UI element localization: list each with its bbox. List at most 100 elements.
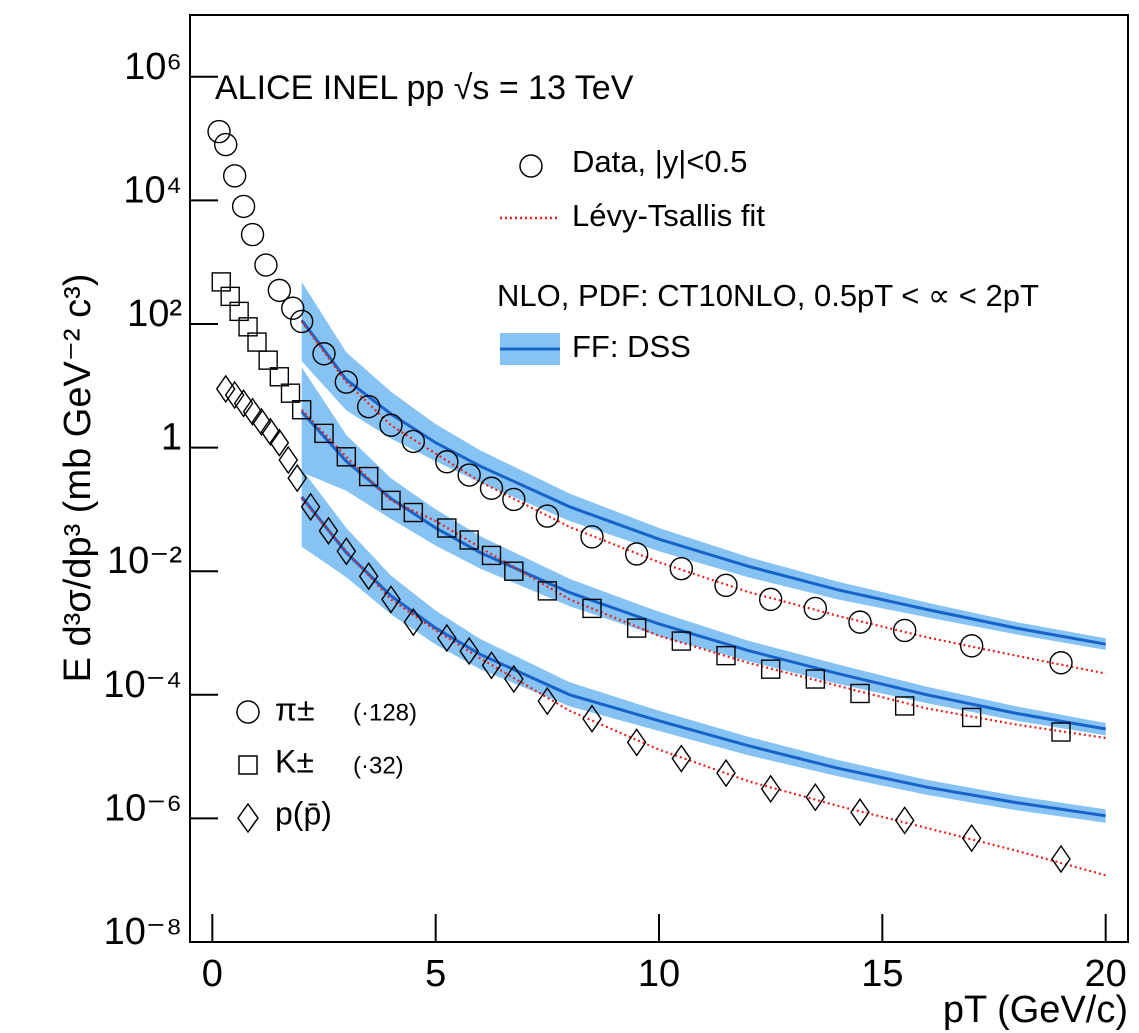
legend-text: Data, |y|<0.5 <box>572 144 748 179</box>
data-point <box>278 445 299 475</box>
data-point <box>437 518 457 538</box>
data-point <box>291 400 312 420</box>
data-point <box>214 132 238 157</box>
data-point <box>1051 844 1071 874</box>
data-point <box>281 296 305 320</box>
data-point <box>580 525 604 549</box>
nlo-band <box>301 367 1106 736</box>
data-point <box>224 380 245 410</box>
fit-line <box>300 408 1106 740</box>
data-point <box>457 463 481 487</box>
data-point <box>358 466 379 487</box>
legend-marker <box>236 700 260 724</box>
data-point <box>503 664 524 694</box>
data-point <box>805 669 826 689</box>
data-point <box>714 573 738 598</box>
data-point <box>242 397 263 426</box>
data-point <box>312 342 336 366</box>
y-tick-label: 1 <box>161 417 182 459</box>
data-point <box>892 618 917 643</box>
data-point <box>247 332 267 352</box>
y-tick-label: 10⁻⁸ <box>104 911 182 953</box>
data-point <box>258 350 278 370</box>
data-point <box>1049 651 1073 675</box>
legend-text: K± <box>275 743 314 779</box>
data-point <box>850 683 870 704</box>
legend-text: (·32) <box>353 752 404 779</box>
data-point <box>716 645 736 666</box>
data-point <box>805 783 826 812</box>
data-point <box>894 806 915 835</box>
x-tick-label: 20 <box>1085 953 1127 995</box>
data-point <box>269 367 290 387</box>
data-point <box>760 659 781 679</box>
data-point <box>479 476 504 500</box>
data-point <box>403 502 424 523</box>
x-tick-label: 10 <box>638 953 680 995</box>
nlo-line <box>300 495 1106 818</box>
data-point <box>626 618 647 638</box>
data-point <box>267 278 292 303</box>
data-point <box>222 164 247 188</box>
y-tick-label: 10⁴ <box>123 169 182 211</box>
data-point <box>233 389 254 418</box>
data-point <box>671 631 692 651</box>
data-point <box>318 516 339 546</box>
y-tick-label: 10⁻² <box>107 540 182 582</box>
data-point <box>671 744 692 773</box>
y-axis-label: E d³σ/dp³ (mb GeV⁻² c³) <box>57 274 99 683</box>
data-point <box>231 194 256 219</box>
x-tick-label: 15 <box>861 953 903 995</box>
data-point <box>504 561 524 581</box>
data-point <box>624 542 649 566</box>
data-point <box>379 413 403 437</box>
data-point <box>1051 722 1071 742</box>
data-point <box>260 417 281 447</box>
data-point <box>626 728 647 757</box>
data-point <box>287 463 308 493</box>
data-point <box>435 450 459 474</box>
y-tick-label: 10² <box>127 293 182 335</box>
data-point <box>961 823 982 853</box>
data-point <box>537 581 558 601</box>
data-point <box>358 561 379 591</box>
data-point <box>280 383 301 403</box>
legend-marker <box>519 154 543 178</box>
y-tick-label: 10⁶ <box>124 46 182 88</box>
legend-text: Lévy-Tsallis fit <box>572 198 765 233</box>
data-point <box>716 758 736 788</box>
curves <box>300 319 1106 877</box>
nlo-line <box>300 410 1106 731</box>
data-point <box>240 222 265 247</box>
legend-text: FF: DSS <box>572 329 691 364</box>
data-point <box>537 686 558 716</box>
fit-line <box>300 320 1106 675</box>
data-point <box>959 634 984 658</box>
data-point <box>850 797 870 827</box>
data-point <box>381 490 401 511</box>
y-tick-label: 10⁻⁴ <box>103 664 182 706</box>
legend-marker <box>237 802 259 834</box>
nlo-line <box>300 319 1106 646</box>
data-point <box>894 696 915 716</box>
data-point <box>582 598 602 619</box>
x-tick-label: 5 <box>425 953 446 995</box>
data-point <box>207 119 231 144</box>
data-point <box>401 429 426 454</box>
data-point <box>535 504 560 528</box>
legend-marker <box>238 755 258 775</box>
x-axis-label: pT (GeV/c) <box>943 989 1128 1031</box>
data-point <box>269 428 290 457</box>
data-point <box>502 487 526 512</box>
data-point <box>848 610 872 634</box>
data-point <box>459 530 479 550</box>
data-point <box>582 704 602 733</box>
data-point <box>356 394 381 419</box>
data-point <box>481 651 502 680</box>
data-point <box>803 596 828 621</box>
data-point <box>251 407 272 437</box>
data-point <box>289 309 314 334</box>
data-point <box>336 447 357 467</box>
legend-text: p(p̄) <box>275 795 332 831</box>
